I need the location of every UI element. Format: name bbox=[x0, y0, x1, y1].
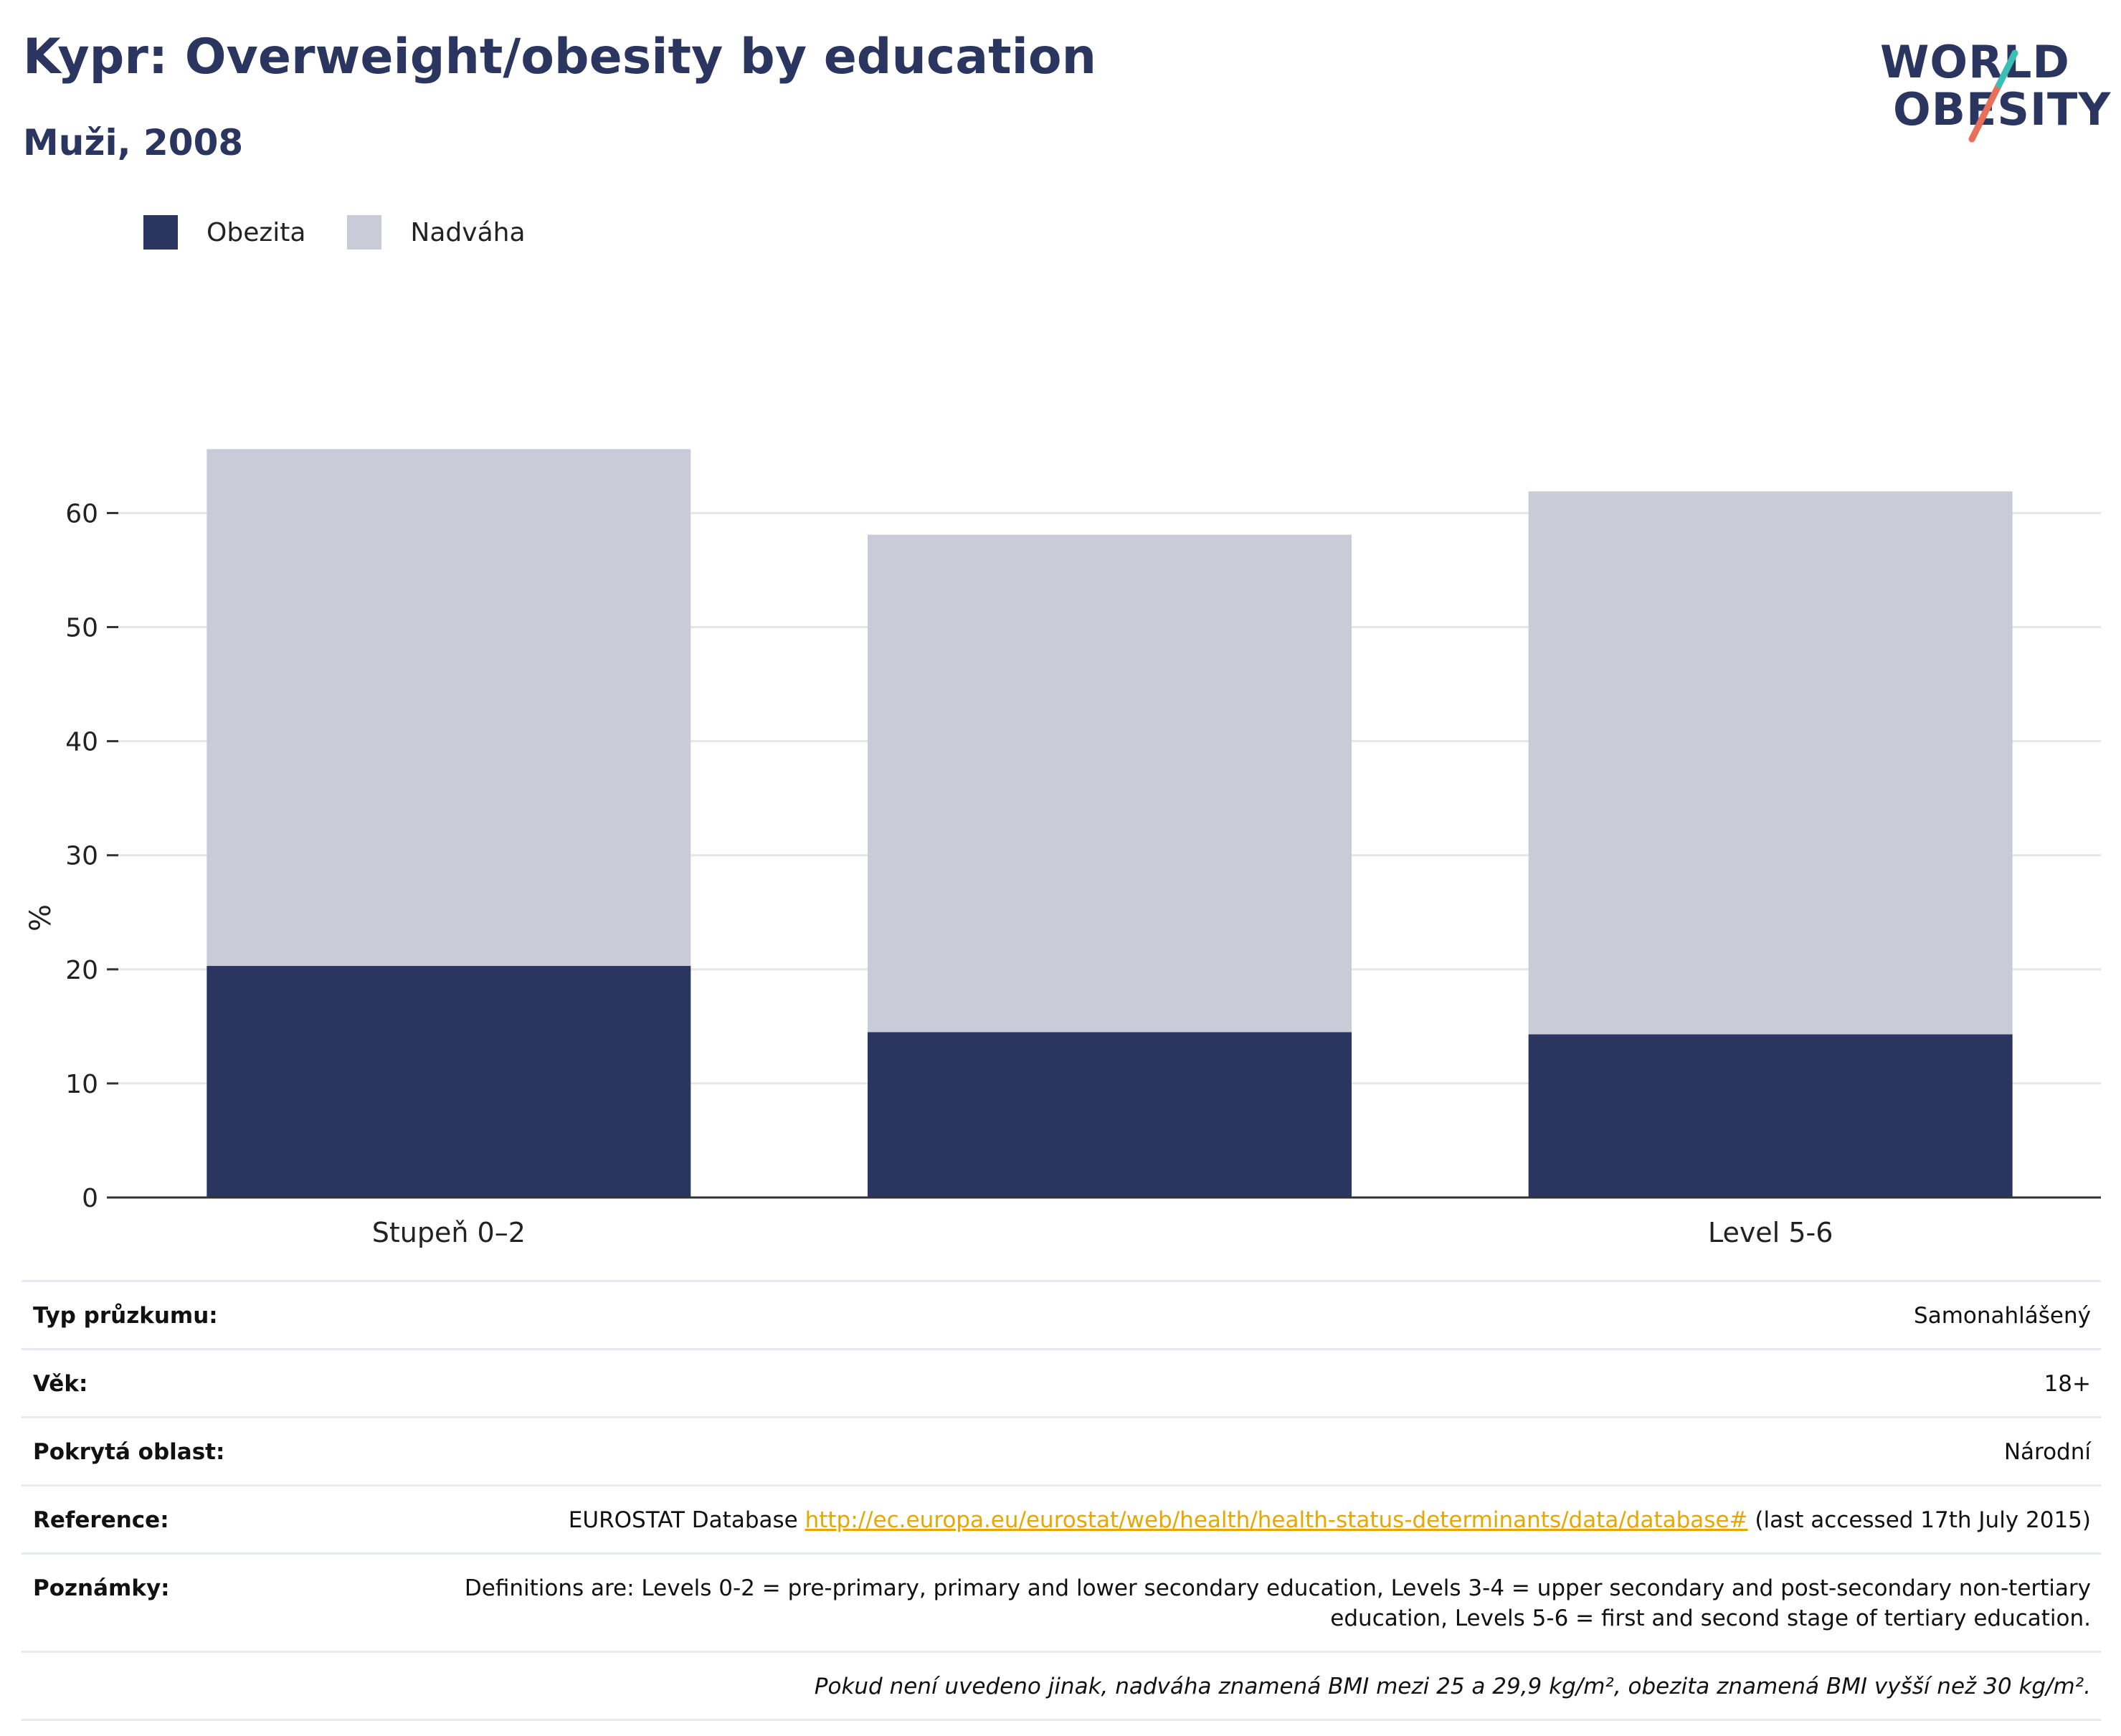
x-tick-label: Stupeň 0–2 bbox=[372, 1217, 526, 1248]
y-tick-label: 30 bbox=[65, 842, 98, 871]
metadata-table: Typ průzkumu: Samonahlášený Věk: 18+ Pok… bbox=[22, 1280, 2101, 1721]
table-bottom-border bbox=[22, 1719, 2101, 1721]
legend-label-overweight: Nadváha bbox=[410, 217, 526, 247]
meta-key: Pokrytá oblast: bbox=[33, 1439, 225, 1465]
meta-key-empty bbox=[33, 1671, 392, 1702]
bar-overweight-1 bbox=[868, 534, 1352, 1033]
logo-slash-icon bbox=[1968, 49, 2018, 143]
page-title: Kypr: Overweight/obesity by education bbox=[23, 29, 1097, 85]
footnote-text: Pokud není uvedeno jinak, nadváha znamen… bbox=[814, 1674, 2091, 1699]
meta-row-area: Pokrytá oblast: Národní bbox=[22, 1416, 2101, 1484]
world-obesity-logo: WORLD OBESITY bbox=[1871, 29, 2112, 158]
y-tick-label: 10 bbox=[65, 1070, 98, 1099]
meta-value: EUROSTAT Database http://ec.europa.eu/eu… bbox=[392, 1505, 2091, 1535]
meta-value: Samonahlášený bbox=[1914, 1303, 2091, 1329]
meta-row-footnote: Pokud není uvedeno jinak, nadváha znamen… bbox=[22, 1651, 2101, 1719]
bar-overweight-2 bbox=[1528, 491, 2013, 1035]
reference-link[interactable]: http://ec.europa.eu/eurostat/web/health/… bbox=[805, 1507, 1748, 1533]
legend-swatch-obesity bbox=[143, 215, 178, 250]
y-tick-label: 60 bbox=[65, 499, 98, 528]
bar-obesity-1 bbox=[868, 1032, 1352, 1197]
meta-row-survey-type: Typ průzkumu: Samonahlášený bbox=[22, 1280, 2101, 1348]
bar-obesity-0 bbox=[207, 966, 691, 1197]
stacked-bar-chart: 0 10 20 30 40 50 60% Stupeň 0–2 Level 5-6 bbox=[24, 449, 2101, 1248]
meta-row-age: Věk: 18+ bbox=[22, 1348, 2101, 1416]
y-tick-label: 20 bbox=[65, 956, 98, 985]
reference-prefix: EUROSTAT Database bbox=[568, 1507, 805, 1533]
meta-key: Reference: bbox=[33, 1507, 169, 1533]
meta-value: 18+ bbox=[2044, 1371, 2091, 1397]
logo-line-1: WORLD bbox=[1880, 36, 2070, 88]
page-subtitle: Muži, 2008 bbox=[23, 122, 244, 163]
y-tick-label: 40 bbox=[65, 728, 98, 757]
legend-item-obesity[interactable]: Obezita bbox=[143, 215, 305, 250]
meta-key: Věk: bbox=[33, 1371, 88, 1397]
bar-obesity-2 bbox=[1528, 1034, 2013, 1197]
meta-value: Národní bbox=[2003, 1439, 2091, 1465]
meta-row-reference: Reference: EUROSTAT Database http://ec.e… bbox=[22, 1484, 2101, 1552]
y-tick-label: 50 bbox=[65, 614, 98, 643]
y-axis-label: % bbox=[24, 904, 57, 931]
meta-key: Typ průzkumu: bbox=[33, 1303, 218, 1329]
meta-row-notes: Poznámky: Definitions are: Levels 0-2 = … bbox=[22, 1552, 2101, 1651]
y-tick-label: 0 bbox=[82, 1184, 98, 1213]
legend-item-overweight[interactable]: Nadváha bbox=[347, 215, 526, 250]
logo-line-2: OBESITY bbox=[1893, 83, 2112, 136]
x-tick-label: Level 5-6 bbox=[1708, 1217, 1833, 1248]
meta-key: Poznámky: bbox=[33, 1575, 170, 1601]
legend-label-obesity: Obezita bbox=[207, 217, 306, 247]
chart-legend: Obezita Nadváha bbox=[143, 215, 567, 250]
reference-suffix: (last accessed 17th July 2015) bbox=[1747, 1507, 2091, 1533]
legend-swatch-overweight bbox=[347, 215, 382, 250]
bar-overweight-0 bbox=[207, 449, 691, 967]
meta-value: Definitions are: Levels 0-2 = pre-primar… bbox=[464, 1575, 2091, 1631]
